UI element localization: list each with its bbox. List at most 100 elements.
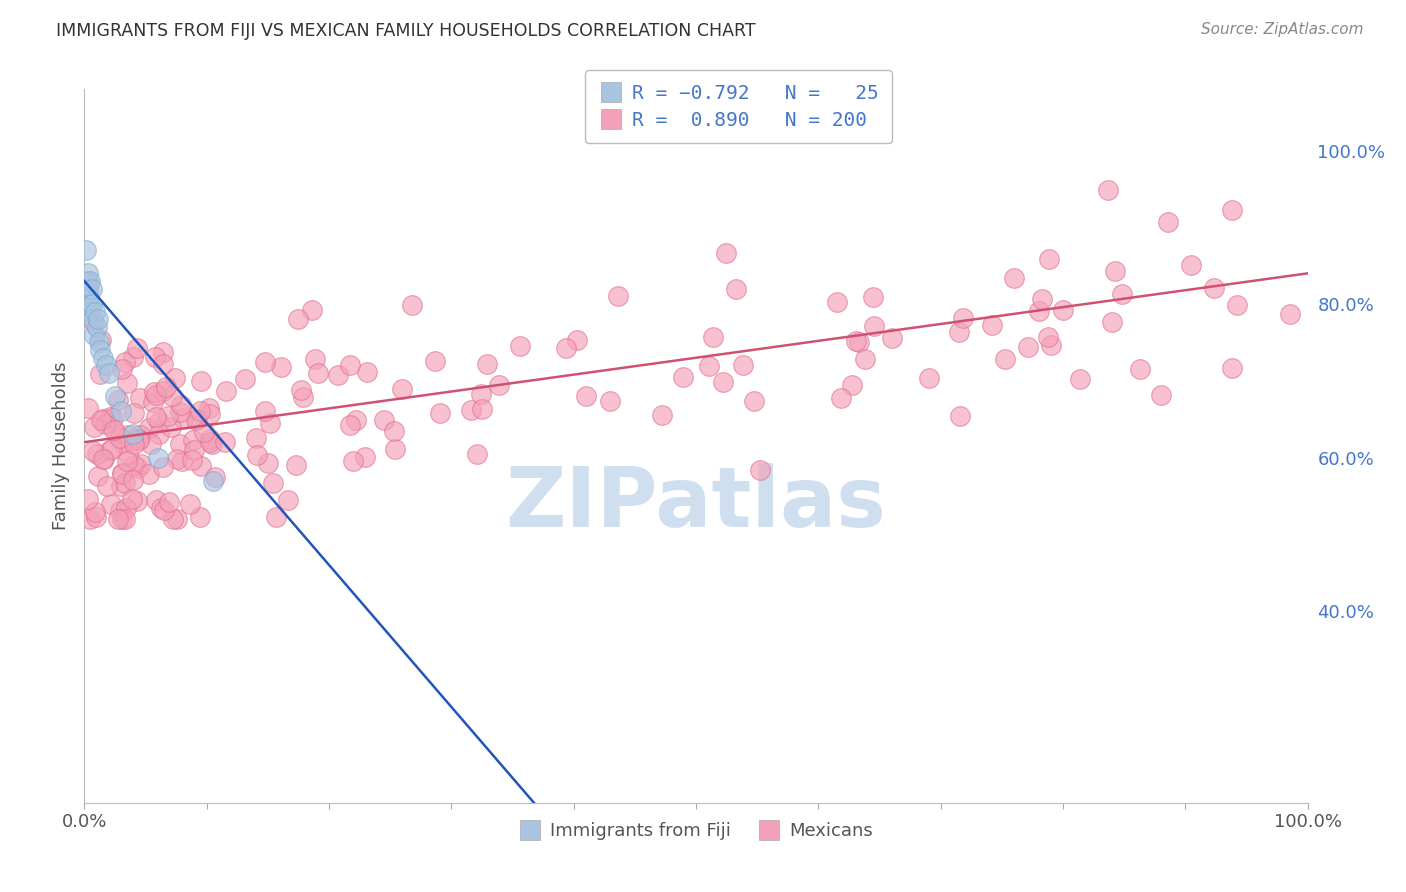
Point xyxy=(188,404,211,418)
Point xyxy=(429,406,451,420)
Point xyxy=(1052,303,1074,318)
Point xyxy=(111,467,134,481)
Point xyxy=(292,390,315,404)
Point xyxy=(401,298,423,312)
Point xyxy=(607,289,630,303)
Point xyxy=(183,443,205,458)
Point xyxy=(204,469,226,483)
Point xyxy=(1101,314,1123,328)
Point xyxy=(86,509,108,524)
Point xyxy=(108,504,131,518)
Point xyxy=(733,358,755,372)
Point xyxy=(159,419,181,434)
Point xyxy=(186,413,208,427)
Point xyxy=(326,368,349,383)
Point xyxy=(186,412,208,426)
Point xyxy=(198,433,221,447)
Point xyxy=(170,454,193,468)
Point xyxy=(845,334,868,349)
Point xyxy=(121,433,143,447)
Point xyxy=(197,401,219,416)
Point xyxy=(179,497,201,511)
Point xyxy=(107,392,129,407)
Point xyxy=(148,416,170,430)
Point xyxy=(460,402,482,417)
Point xyxy=(1028,304,1050,318)
Point xyxy=(89,368,111,382)
Point xyxy=(307,366,329,380)
Point xyxy=(114,500,136,515)
Point xyxy=(344,413,367,427)
Point xyxy=(1097,184,1119,198)
Point xyxy=(713,375,735,389)
Point xyxy=(117,447,139,461)
Point xyxy=(77,297,100,311)
Point xyxy=(122,458,145,472)
Point xyxy=(145,388,167,402)
Point xyxy=(702,330,724,344)
Point xyxy=(94,417,117,431)
Point xyxy=(163,371,186,385)
Point xyxy=(725,282,748,296)
Point xyxy=(77,276,100,290)
Point xyxy=(373,412,395,426)
Text: ZIPatlas: ZIPatlas xyxy=(506,463,886,543)
Point xyxy=(122,350,145,364)
Point xyxy=(111,466,134,480)
Point xyxy=(1038,252,1060,266)
Point xyxy=(146,450,169,465)
Point xyxy=(285,458,308,473)
Point xyxy=(87,335,110,350)
Point xyxy=(256,457,278,471)
Point xyxy=(198,434,221,449)
Point xyxy=(162,389,184,403)
Point xyxy=(952,310,974,325)
Point xyxy=(91,351,114,365)
Point xyxy=(245,431,267,445)
Point xyxy=(122,473,145,487)
Point xyxy=(575,389,598,403)
Point xyxy=(169,404,191,418)
Point xyxy=(246,448,269,462)
Point xyxy=(190,458,212,473)
Point xyxy=(193,425,215,440)
Point xyxy=(948,325,970,339)
Point xyxy=(83,420,105,434)
Point xyxy=(339,417,361,432)
Point xyxy=(156,409,179,423)
Point xyxy=(384,424,406,438)
Point xyxy=(948,409,970,423)
Point xyxy=(170,399,193,413)
Point xyxy=(75,244,97,258)
Point xyxy=(98,443,121,458)
Point xyxy=(342,454,364,468)
Point xyxy=(150,500,173,515)
Point xyxy=(1002,270,1025,285)
Point xyxy=(148,426,170,441)
Point xyxy=(471,402,494,417)
Point xyxy=(214,434,236,449)
Y-axis label: Family Households: Family Households xyxy=(52,362,70,530)
Point xyxy=(80,297,103,311)
Point xyxy=(470,387,492,401)
Point xyxy=(201,474,224,488)
Point xyxy=(354,450,377,465)
Point xyxy=(153,503,176,517)
Point xyxy=(96,479,118,493)
Point xyxy=(145,492,167,507)
Point xyxy=(110,479,132,493)
Point xyxy=(98,410,121,425)
Point xyxy=(697,359,720,373)
Point xyxy=(201,437,224,451)
Point xyxy=(122,437,145,451)
Point xyxy=(117,427,139,442)
Point xyxy=(465,447,488,461)
Point xyxy=(108,431,131,445)
Point xyxy=(138,467,160,482)
Point xyxy=(827,294,849,309)
Point xyxy=(86,320,108,334)
Point xyxy=(114,475,136,490)
Point xyxy=(651,409,673,423)
Point xyxy=(259,417,281,431)
Point xyxy=(599,393,621,408)
